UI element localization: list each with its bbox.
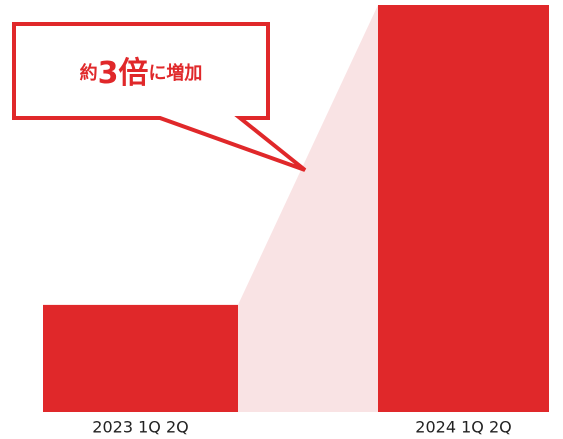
callout-text: 約3倍に増加 (80, 56, 203, 91)
callout: 約3倍に増加 (12, 22, 307, 172)
shade-layer (238, 5, 378, 412)
bar (43, 304, 238, 412)
bar-layer (43, 5, 549, 412)
annotation-part: に増加 (148, 62, 202, 84)
annotation-part: 3倍 (98, 56, 149, 91)
annotation-part: 約 (80, 62, 98, 84)
growth-shade (238, 5, 378, 412)
callout-box (12, 22, 307, 172)
x-tick-label: 2024 1Q 2Q (415, 418, 511, 437)
bar (378, 5, 549, 412)
x-tick-label: 2023 1Q 2Q (92, 418, 188, 437)
